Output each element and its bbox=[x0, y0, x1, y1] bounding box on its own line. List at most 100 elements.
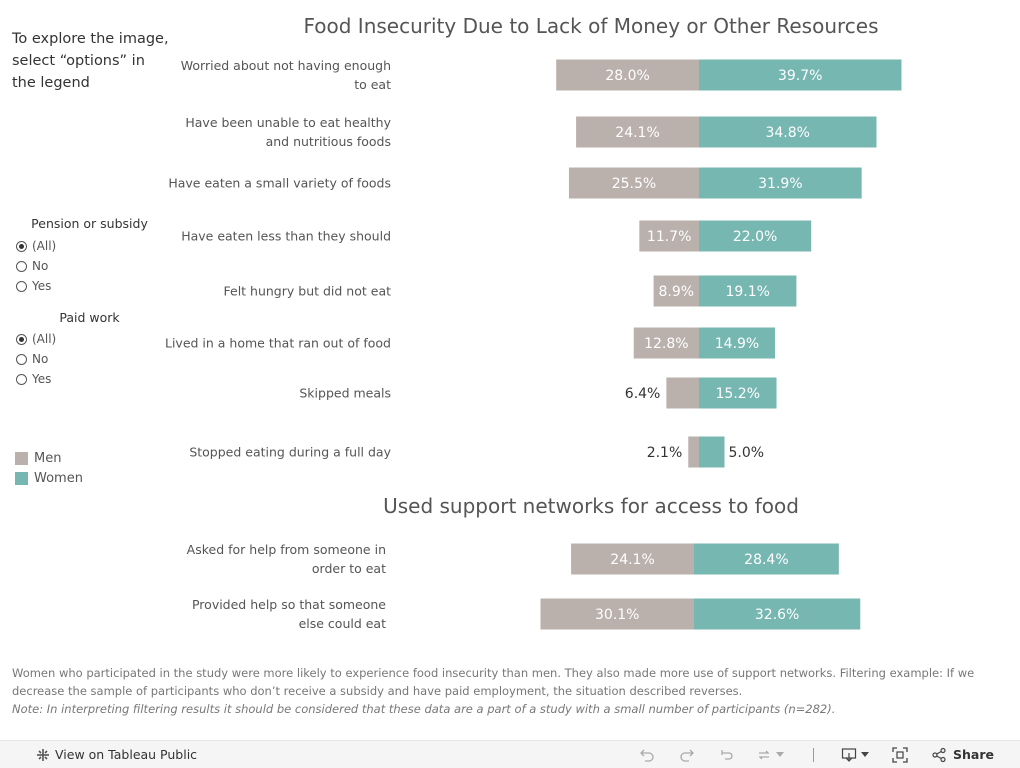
data-label-women: 22.0% bbox=[733, 229, 777, 245]
data-label-women: 14.9% bbox=[715, 336, 759, 352]
share-button[interactable]: Share bbox=[929, 741, 994, 768]
pension-filter-title: Pension or subsidy bbox=[31, 216, 148, 231]
category-label: Stopped eating during a full day bbox=[189, 445, 391, 460]
legend-swatch-men bbox=[15, 451, 28, 465]
share-icon bbox=[929, 745, 949, 765]
category-label-line: Asked for help from someone in bbox=[187, 542, 386, 557]
bar-women bbox=[699, 167, 862, 199]
data-label-women: 15.2% bbox=[716, 386, 760, 402]
data-label-men: 25.5% bbox=[612, 176, 656, 192]
category-label: Have eaten a small variety of foods bbox=[168, 176, 391, 191]
data-label-women: 28.4% bbox=[744, 552, 788, 568]
download-button[interactable] bbox=[839, 741, 871, 768]
pension-option-label: Yes bbox=[32, 279, 52, 293]
data-label-women: 19.1% bbox=[725, 284, 769, 300]
bar-women bbox=[699, 377, 777, 409]
bar-men bbox=[556, 59, 699, 91]
paid-work-option-yes[interactable]: Yes bbox=[16, 370, 51, 388]
intro-line: select “options” in bbox=[12, 53, 145, 69]
category-label-line: Skipped meals bbox=[299, 386, 391, 401]
pension-option-all[interactable]: (All) bbox=[16, 237, 56, 255]
bar-men bbox=[540, 598, 694, 630]
chevron-down-icon bbox=[859, 745, 871, 765]
pension-option-label: No bbox=[32, 259, 49, 273]
pension-option-yes[interactable]: Yes bbox=[16, 277, 51, 295]
bar-women bbox=[699, 116, 877, 148]
charts-svg: Worried about not having enough to eat 28.… bbox=[165, 58, 902, 631]
bar-men bbox=[571, 543, 694, 575]
data-label-men: 2.1% bbox=[647, 445, 683, 461]
share-label: Share bbox=[953, 747, 994, 762]
legend-item-women[interactable]: Women bbox=[15, 469, 83, 487]
bar-women bbox=[699, 436, 725, 468]
category-label-line: Have eaten less than they should bbox=[181, 229, 391, 244]
radio-selected-icon bbox=[16, 333, 27, 345]
category-label: Provided help so that someone else could … bbox=[192, 597, 386, 631]
bar-women bbox=[699, 220, 812, 252]
category-label-line: Worried about not having enough bbox=[181, 58, 391, 73]
pension-option-label: (All) bbox=[32, 239, 57, 253]
legend-item-men[interactable]: Men bbox=[15, 449, 61, 467]
view-on-tableau-link[interactable]: View on Tableau Public bbox=[33, 741, 197, 768]
fullscreen-icon bbox=[890, 745, 910, 765]
chart1-title: Food Insecurity Due to Lack of Money or … bbox=[303, 14, 879, 38]
undo-button[interactable] bbox=[637, 741, 657, 768]
data-label-women: 31.9% bbox=[758, 176, 802, 192]
legend-label: Women bbox=[34, 470, 83, 486]
paid-work-option-label: No bbox=[32, 352, 49, 366]
pension-option-no[interactable]: No bbox=[16, 257, 48, 275]
chart1-plot: Worried about not having enough to eat 28.… bbox=[165, 58, 902, 468]
category-label-line: and nutritious foods bbox=[266, 134, 391, 149]
category-label-line: Lived in a home that ran out of food bbox=[165, 336, 391, 351]
paid-work-option-no[interactable]: No bbox=[16, 350, 48, 368]
download-icon bbox=[839, 745, 859, 765]
category-label: Lived in a home that ran out of food bbox=[165, 336, 391, 351]
category-label-line: Stopped eating during a full day bbox=[189, 445, 391, 460]
radio-icon bbox=[16, 280, 27, 292]
data-label-men: 24.1% bbox=[615, 125, 659, 141]
data-label-men: 24.1% bbox=[610, 552, 654, 568]
bar-men bbox=[666, 377, 699, 409]
category-label: Felt hungry but did not eat bbox=[224, 284, 392, 299]
tableau-toolbar: View on Tableau Public bbox=[0, 740, 1020, 768]
radio-icon bbox=[16, 353, 27, 365]
category-label: Have been unable to eat healthy and nutri… bbox=[185, 115, 391, 149]
paid-work-option-all[interactable]: (All) bbox=[16, 330, 56, 348]
category-label-line: Felt hungry but did not eat bbox=[224, 284, 392, 299]
category-label-line: order to eat bbox=[312, 561, 386, 576]
category-label: Asked for help from someone in order to e… bbox=[187, 542, 386, 576]
bar-women bbox=[694, 598, 861, 630]
intro-line: the legend bbox=[12, 75, 90, 91]
revert-button[interactable] bbox=[716, 741, 736, 768]
category-label: Have eaten less than they should bbox=[181, 229, 391, 244]
redo-button[interactable] bbox=[677, 741, 697, 768]
refresh-button[interactable] bbox=[754, 741, 786, 768]
category-label-line: Provided help so that someone bbox=[192, 597, 386, 612]
bar-men bbox=[688, 436, 699, 468]
radio-icon bbox=[16, 373, 27, 385]
legend-label: Men bbox=[34, 450, 62, 466]
category-label-line: else could eat bbox=[299, 616, 387, 631]
chart2-plot: Asked for help from someone in order to e… bbox=[187, 542, 861, 631]
data-label-men: 6.4% bbox=[625, 386, 661, 402]
bar-women bbox=[694, 543, 839, 575]
chart2-title: Used support networks for access to food bbox=[383, 494, 799, 518]
data-label-men: 30.1% bbox=[595, 607, 639, 623]
bar-men bbox=[568, 167, 699, 199]
paid-work-option-label: (All) bbox=[32, 332, 57, 346]
footer-description: Women who participated in the study were… bbox=[12, 666, 975, 698]
footer-text: Women who participated in the study were… bbox=[12, 664, 1008, 718]
bar-women bbox=[699, 59, 902, 91]
fullscreen-button[interactable] bbox=[890, 741, 910, 768]
refresh-icon bbox=[754, 745, 774, 765]
bar-men bbox=[653, 275, 699, 307]
toolbar-divider bbox=[813, 741, 814, 768]
data-label-men: 28.0% bbox=[605, 68, 649, 84]
bar-men bbox=[576, 116, 699, 148]
category-label-line: Have eaten a small variety of foods bbox=[168, 176, 391, 191]
data-label-men: 11.7% bbox=[647, 229, 691, 245]
tableau-logo-icon bbox=[33, 745, 53, 765]
view-on-tableau-label: View on Tableau Public bbox=[55, 747, 198, 762]
bar-women bbox=[699, 327, 775, 359]
legend-swatch-women bbox=[15, 471, 28, 485]
